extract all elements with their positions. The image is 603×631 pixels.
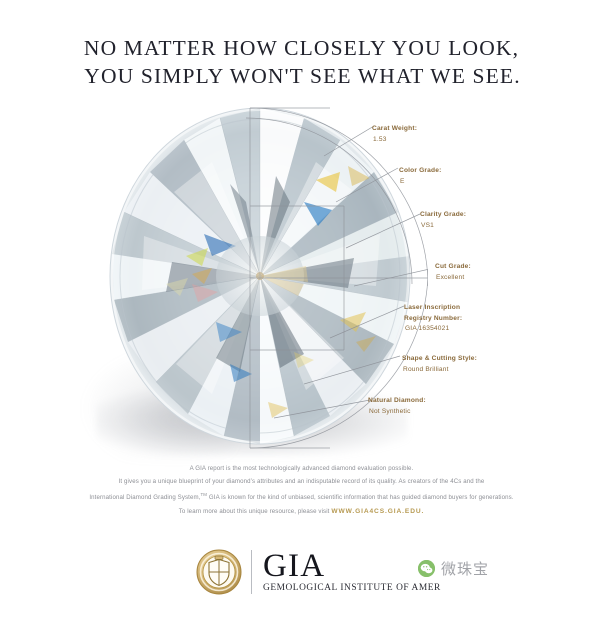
body-line-4-text: To learn more about this unique resource… bbox=[178, 507, 330, 515]
gia-wordmark-text: GIA bbox=[263, 548, 326, 584]
annotation-cut-grade-value: Excellent bbox=[436, 273, 465, 281]
annotation-clarity-grade-value: VS1 bbox=[421, 221, 435, 229]
annotation-clarity-grade: Clarity Grade: VS1 bbox=[420, 210, 466, 231]
body-copy: A GIA report is the most technologically… bbox=[0, 462, 603, 518]
annotation-carat-weight: Carat Weight: 1.53 bbox=[372, 124, 417, 145]
headline-line-1: NO MATTER HOW CLOSELY YOU LOOK, bbox=[83, 36, 520, 60]
wechat-green-badge bbox=[418, 560, 435, 577]
publisher-watermark: 微珠宝 bbox=[418, 558, 489, 579]
body-line-3-part-a: International Diamond Grading System, bbox=[89, 494, 201, 502]
annotation-color-grade-key: Color Grade: bbox=[399, 167, 442, 174]
gia-website-link[interactable]: WWW.GIA4CS.GIA.EDU. bbox=[331, 507, 425, 515]
gia-logo-lockup: GIA GEMOLOGICAL INSTITUTE OF AMER bbox=[196, 547, 441, 597]
annotation-laser-inscription-key: Laser Inscription bbox=[404, 304, 461, 311]
annotation-shape-cutting-style-value: Round Brilliant bbox=[403, 365, 449, 373]
gia-wordmark: GIA GEMOLOGICAL INSTITUTE OF AMER bbox=[263, 548, 441, 594]
annotation-laser-registry-key: Registry Number: bbox=[404, 314, 463, 322]
annotation-color-grade: Color Grade: E bbox=[399, 166, 441, 187]
body-line-3-part-b: GIA is known for the kind of unbiased, s… bbox=[207, 494, 514, 502]
annotation-cut-grade: Cut Grade: Excellent bbox=[435, 262, 471, 283]
gia-crest-seal bbox=[196, 549, 242, 595]
body-line-1: A GIA report is the most technologically… bbox=[189, 465, 414, 472]
watermark-text: 微珠宝 bbox=[441, 560, 490, 578]
annotation-shape-cutting-style-key: Shape & Cutting Style: bbox=[402, 355, 478, 362]
round-brilliant-diamond-photo bbox=[108, 106, 412, 446]
trademark-symbol: TM bbox=[200, 492, 208, 498]
annotation-laser-inscription: Laser Inscription Registry Number: GIA 1… bbox=[404, 303, 462, 335]
gia-tagline: GEMOLOGICAL INSTITUTE OF AMER bbox=[263, 583, 441, 593]
annotation-cut-grade-key: Cut Grade: bbox=[435, 263, 471, 270]
logo-divider-rule bbox=[251, 550, 252, 594]
headline-line-2: YOU SIMPLY WON'T SEE WHAT WE SEE. bbox=[84, 64, 521, 88]
annotation-natural-diamond-key: Natural Diamond: bbox=[368, 397, 426, 404]
diamond-guide-overlay bbox=[245, 107, 428, 449]
annotation-carat-weight-key: Carat Weight: bbox=[372, 125, 418, 132]
body-line-4: To learn more about this unique resource… bbox=[0, 505, 603, 518]
annotation-color-grade-value: E bbox=[400, 177, 405, 185]
body-line-3: International Diamond Grading System,TM … bbox=[0, 488, 603, 504]
annotation-shape-cutting-style: Shape & Cutting Style: Round Brilliant bbox=[402, 354, 477, 375]
annotation-laser-registry-value: GIA 16354021 bbox=[405, 325, 450, 332]
annotation-clarity-grade-key: Clarity Grade: bbox=[420, 211, 467, 218]
body-line-2: It gives you a unique blueprint of your … bbox=[118, 478, 485, 486]
headline: NO MATTER HOW CLOSELY YOU LOOK, YOU SIMP… bbox=[0, 34, 603, 90]
diamond-stage bbox=[78, 98, 428, 458]
annotation-carat-weight-value: 1.53 bbox=[373, 135, 387, 143]
annotation-natural-diamond: Natural Diamond: Not Synthetic bbox=[368, 396, 426, 417]
annotation-natural-diamond-value: Not Synthetic bbox=[369, 407, 411, 415]
